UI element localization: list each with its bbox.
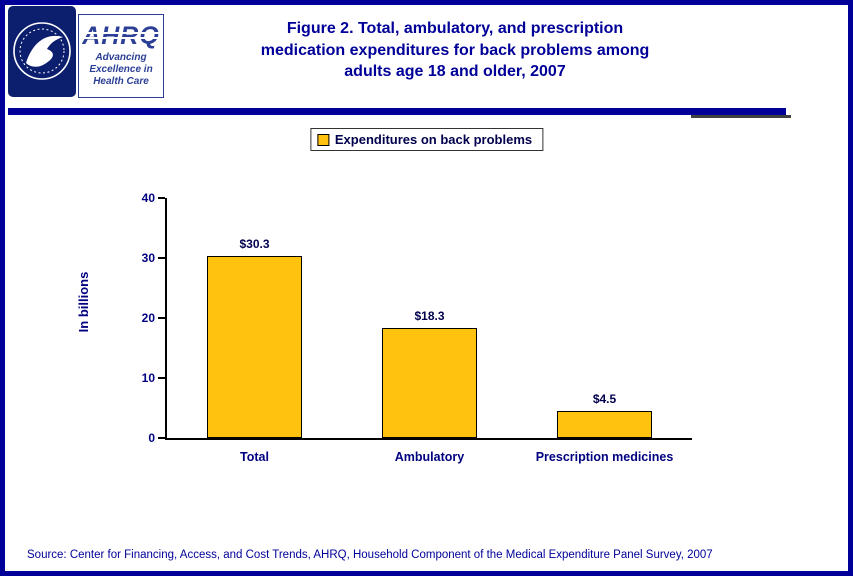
bar-prescription-medicines xyxy=(557,411,652,438)
ahrq-logo: AHRQ Advancing Excellence in Health Care xyxy=(78,14,164,98)
legend-color-swatch xyxy=(316,133,329,146)
legend-label: Expenditures on back problems xyxy=(334,132,533,147)
bar-total xyxy=(207,256,302,438)
bar-ambulatory xyxy=(382,328,477,438)
x-category-label-total: Total xyxy=(240,450,269,464)
ahrq-tagline-line2: Excellence in xyxy=(89,64,153,75)
bar-column-prescription-medicines: $4.5 xyxy=(517,392,692,438)
chart-legend: Expenditures on back problems xyxy=(309,128,544,151)
y-tick-mark xyxy=(158,257,165,259)
y-tick-label-0: 0 xyxy=(148,431,155,445)
x-category-label-ambulatory: Ambulatory xyxy=(394,450,465,464)
bar-value-label-prescription-medicines: $4.5 xyxy=(592,392,617,406)
y-tick-label-30: 30 xyxy=(141,251,155,265)
hhs-seal-icon xyxy=(8,6,76,97)
figure-title-line2: medication expenditures for back problem… xyxy=(260,41,650,59)
y-tick-mark xyxy=(158,377,165,379)
x-category-label-prescription-medicines: Prescription medicines xyxy=(535,450,674,464)
ahrq-tagline-line1: Advancing xyxy=(95,52,147,63)
y-axis-title: In billions xyxy=(76,271,91,333)
bar-value-label-ambulatory: $18.3 xyxy=(414,309,445,324)
ahrq-logo-tagline: Advancing Excellence in Health Care xyxy=(89,52,152,88)
y-tick-mark xyxy=(158,317,165,319)
y-tick-label-10: 10 xyxy=(141,371,155,385)
y-tick-mark xyxy=(158,197,165,199)
figure-title: Figure 2. Total, ambulatory, and prescri… xyxy=(175,18,735,83)
bars-layer: $30.3 $18.3 $4.5 xyxy=(167,198,692,438)
plot-area: $30.3 $18.3 $4.5 Total Ambulatory Prescripti… xyxy=(142,191,692,464)
bar-column-ambulatory: $18.3 xyxy=(342,309,517,438)
source-note: Source: Center for Financing, Access, an… xyxy=(27,549,713,561)
bar-value-label-total: $30.3 xyxy=(239,237,270,252)
x-axis-labels: Total Ambulatory Prescription medicines xyxy=(167,450,692,464)
figure-title-line1: Figure 2. Total, ambulatory, and prescri… xyxy=(286,20,624,37)
y-tick-label-20: 20 xyxy=(141,311,155,325)
y-tick-label-40: 40 xyxy=(141,191,155,205)
bar-column-total: $30.3 xyxy=(167,237,342,438)
ahrq-logo-acronym: AHRQ xyxy=(79,22,163,50)
header-divider-rule xyxy=(8,108,791,118)
figure-title-line3: adults age 18 and older, 2007 xyxy=(344,63,566,81)
y-tick-mark xyxy=(158,437,165,439)
ahrq-tagline-line3: Health Care xyxy=(93,76,149,87)
